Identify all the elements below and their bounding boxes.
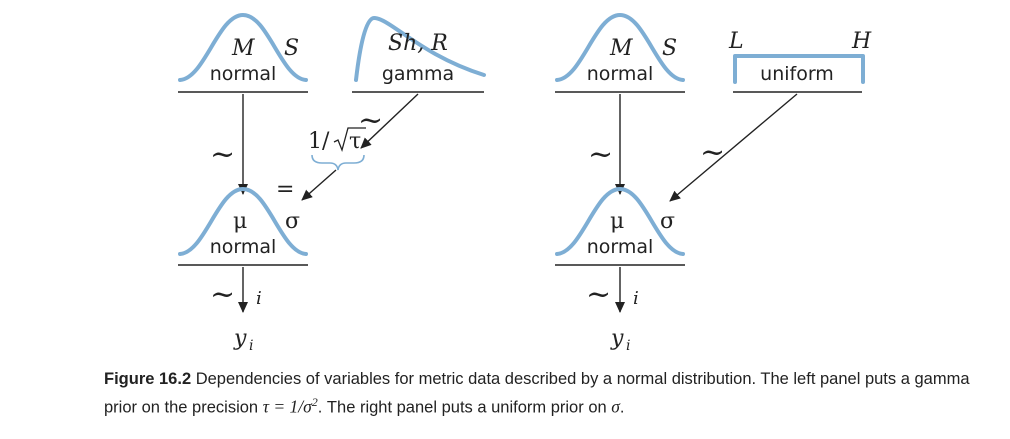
transform-radicand: τ [349,129,361,154]
transform-prefix: 1/ [308,129,330,154]
param-H: H [851,29,872,54]
uniform-box-icon [733,54,865,84]
tilde-symbol: ~ [358,103,383,138]
tilde-symbol: ~ [700,135,725,170]
tilde-symbol: ~ [210,137,235,172]
param-M: M [609,36,633,61]
normal-curve-icon [555,13,685,82]
left-likelihood-node: μ σ normal [178,187,308,266]
param-M: M [231,36,255,61]
param-sh-r: Sh, R [388,31,448,56]
caption-math-precision: τ = 1/σ [262,396,312,417]
data-variable-y: y [233,326,247,351]
normal-curve-icon [178,13,308,82]
left-gamma-node: Sh, R gamma [352,16,486,93]
right-panel: M S normal L H uniform ~ ~ μ σ normal ~ [555,13,872,354]
underbrace [311,154,365,171]
gamma-curve-icon [354,16,486,82]
left-top-normal-node: M S normal [178,13,308,93]
param-mu: μ [610,209,624,234]
caption-text-3: . [619,398,625,417]
data-subscript-i: i [626,338,630,354]
dist-label-normal: normal [587,63,654,85]
caption-label: Figure 16.2 [104,370,192,388]
param-S: S [284,36,299,61]
dependency-diagram: M S normal Sh, R gamma ~ ~ 1/ τ = [178,13,872,354]
normal-curve-icon [178,187,308,256]
arrow-sigma [301,169,337,201]
param-sigma: σ [660,209,675,234]
tilde-symbol: ~ [586,277,611,312]
caption-math-superscript: 2 [311,395,318,409]
caption-math-sigma: σ [611,396,620,417]
dist-label-normal: normal [210,63,277,85]
dist-label-normal: normal [210,236,277,258]
data-variable-y: y [610,326,624,351]
tilde-symbol: ~ [210,277,235,312]
right-top-normal-node: M S normal [555,13,685,93]
dist-label-normal: normal [587,236,654,258]
arrow-sigma [669,93,798,202]
index-i: i [633,288,639,309]
right-uniform-node: L H uniform [728,29,872,93]
sqrt-sign [333,127,366,153]
caption-text-2: . The right panel puts a uniform prior o… [317,398,607,417]
dist-label-uniform: uniform [760,63,834,85]
param-L: L [728,29,744,54]
arrow-tau [360,93,419,149]
param-mu: μ [233,209,247,234]
param-S: S [662,36,677,61]
equals-sign: = [276,177,294,202]
left-panel: M S normal Sh, R gamma ~ ~ 1/ τ = [178,13,486,354]
right-likelihood-node: μ σ normal [555,187,685,266]
dist-label-gamma: gamma [382,63,454,85]
param-sigma: σ [285,209,300,234]
data-subscript-i: i [249,338,253,354]
tilde-symbol: ~ [588,137,613,172]
caption-text-1: Dependencies of variables for metric dat… [104,370,970,417]
transform-node: 1/ τ = [276,127,366,202]
normal-curve-icon [555,187,685,256]
index-i: i [256,288,262,309]
figure-caption: Figure 16.2 Dependencies of variables fo… [104,368,984,420]
